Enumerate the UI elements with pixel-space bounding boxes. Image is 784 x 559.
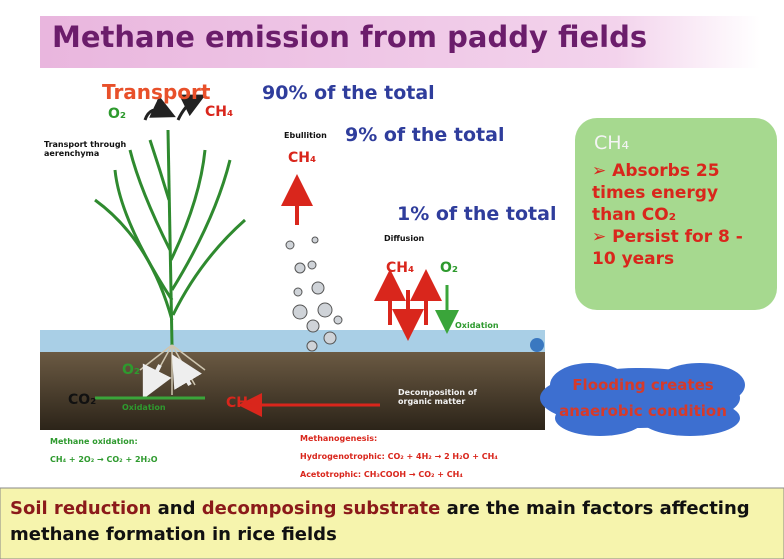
soil-layer — [40, 352, 545, 430]
callout-point: ➢ Absorbs 25 times energy than CO₂ — [592, 161, 720, 225]
oxidation-equation: CH₄ + 2O₂ → CO₂ + 2H₂O — [50, 455, 158, 464]
share-label: 1% of the total — [397, 203, 557, 225]
footer-box — [0, 487, 784, 559]
aerenchyma-note: Transport through aerenchyma — [44, 140, 127, 158]
footer-text-part: and — [151, 498, 202, 519]
ch4-label: CH₄ — [288, 150, 317, 166]
ch4-out-arrow — [176, 94, 206, 121]
oxidation-heading: Methane oxidation: — [50, 437, 138, 446]
title-banner — [40, 16, 760, 68]
oxidation-label: Oxidation — [455, 321, 499, 330]
share-label: 90% of the total — [262, 82, 435, 104]
root-arrow — [171, 354, 202, 390]
transport-label: Transport — [102, 80, 211, 104]
o2-label: O₂ — [108, 106, 127, 122]
o2-label: O₂ — [122, 362, 141, 378]
cloud — [540, 363, 745, 436]
water-drop — [530, 338, 544, 352]
footer-highlight: decomposing substrate — [201, 498, 441, 519]
ch4-label: CH₄ — [226, 395, 255, 411]
footer-highlight: Soil reduction — [10, 498, 152, 519]
rice-plant — [94, 129, 246, 346]
bubbles — [285, 236, 343, 352]
share-label: 9% of the total — [345, 124, 505, 146]
ch4-label: CH₄ — [386, 260, 415, 276]
ebullition-label: Ebullition — [284, 131, 327, 140]
co2-label: CO₂ — [68, 392, 97, 408]
ch4-label: CH₄ — [205, 104, 234, 120]
decomposition-label: Decomposition of organic matter — [398, 388, 477, 406]
callout-box — [575, 118, 777, 310]
water-layer — [40, 330, 545, 352]
cloud-text: Flooding creates anaerobic condition — [559, 376, 727, 420]
o2-label: O₂ — [440, 260, 459, 276]
title: Methane emission from paddy fields — [52, 20, 648, 54]
callout-heading: CH₄ — [594, 132, 630, 154]
methanogenesis-heading: Methanogenesis: — [300, 434, 378, 443]
hydrogenotrophic-equation: Hydrogenotrophic: CO₂ + 4H₂ → 2 H₂O + CH… — [300, 452, 498, 461]
diffusion-label: Diffusion — [384, 234, 425, 243]
root-arrow — [142, 363, 172, 400]
acetotrophic-equation: Acetotrophic: CH₃COOH → CO₂ + CH₄ — [300, 470, 463, 479]
footer-text: Soil reduction and decomposing substrate… — [10, 496, 770, 548]
callout-point: ➢ Persist for 8 - 10 years — [592, 227, 743, 269]
footer-text-part: are the main factors affecting methane f… — [10, 498, 750, 545]
oxidation-label: Oxidation — [122, 403, 166, 412]
o2-in-arrow — [143, 96, 176, 121]
